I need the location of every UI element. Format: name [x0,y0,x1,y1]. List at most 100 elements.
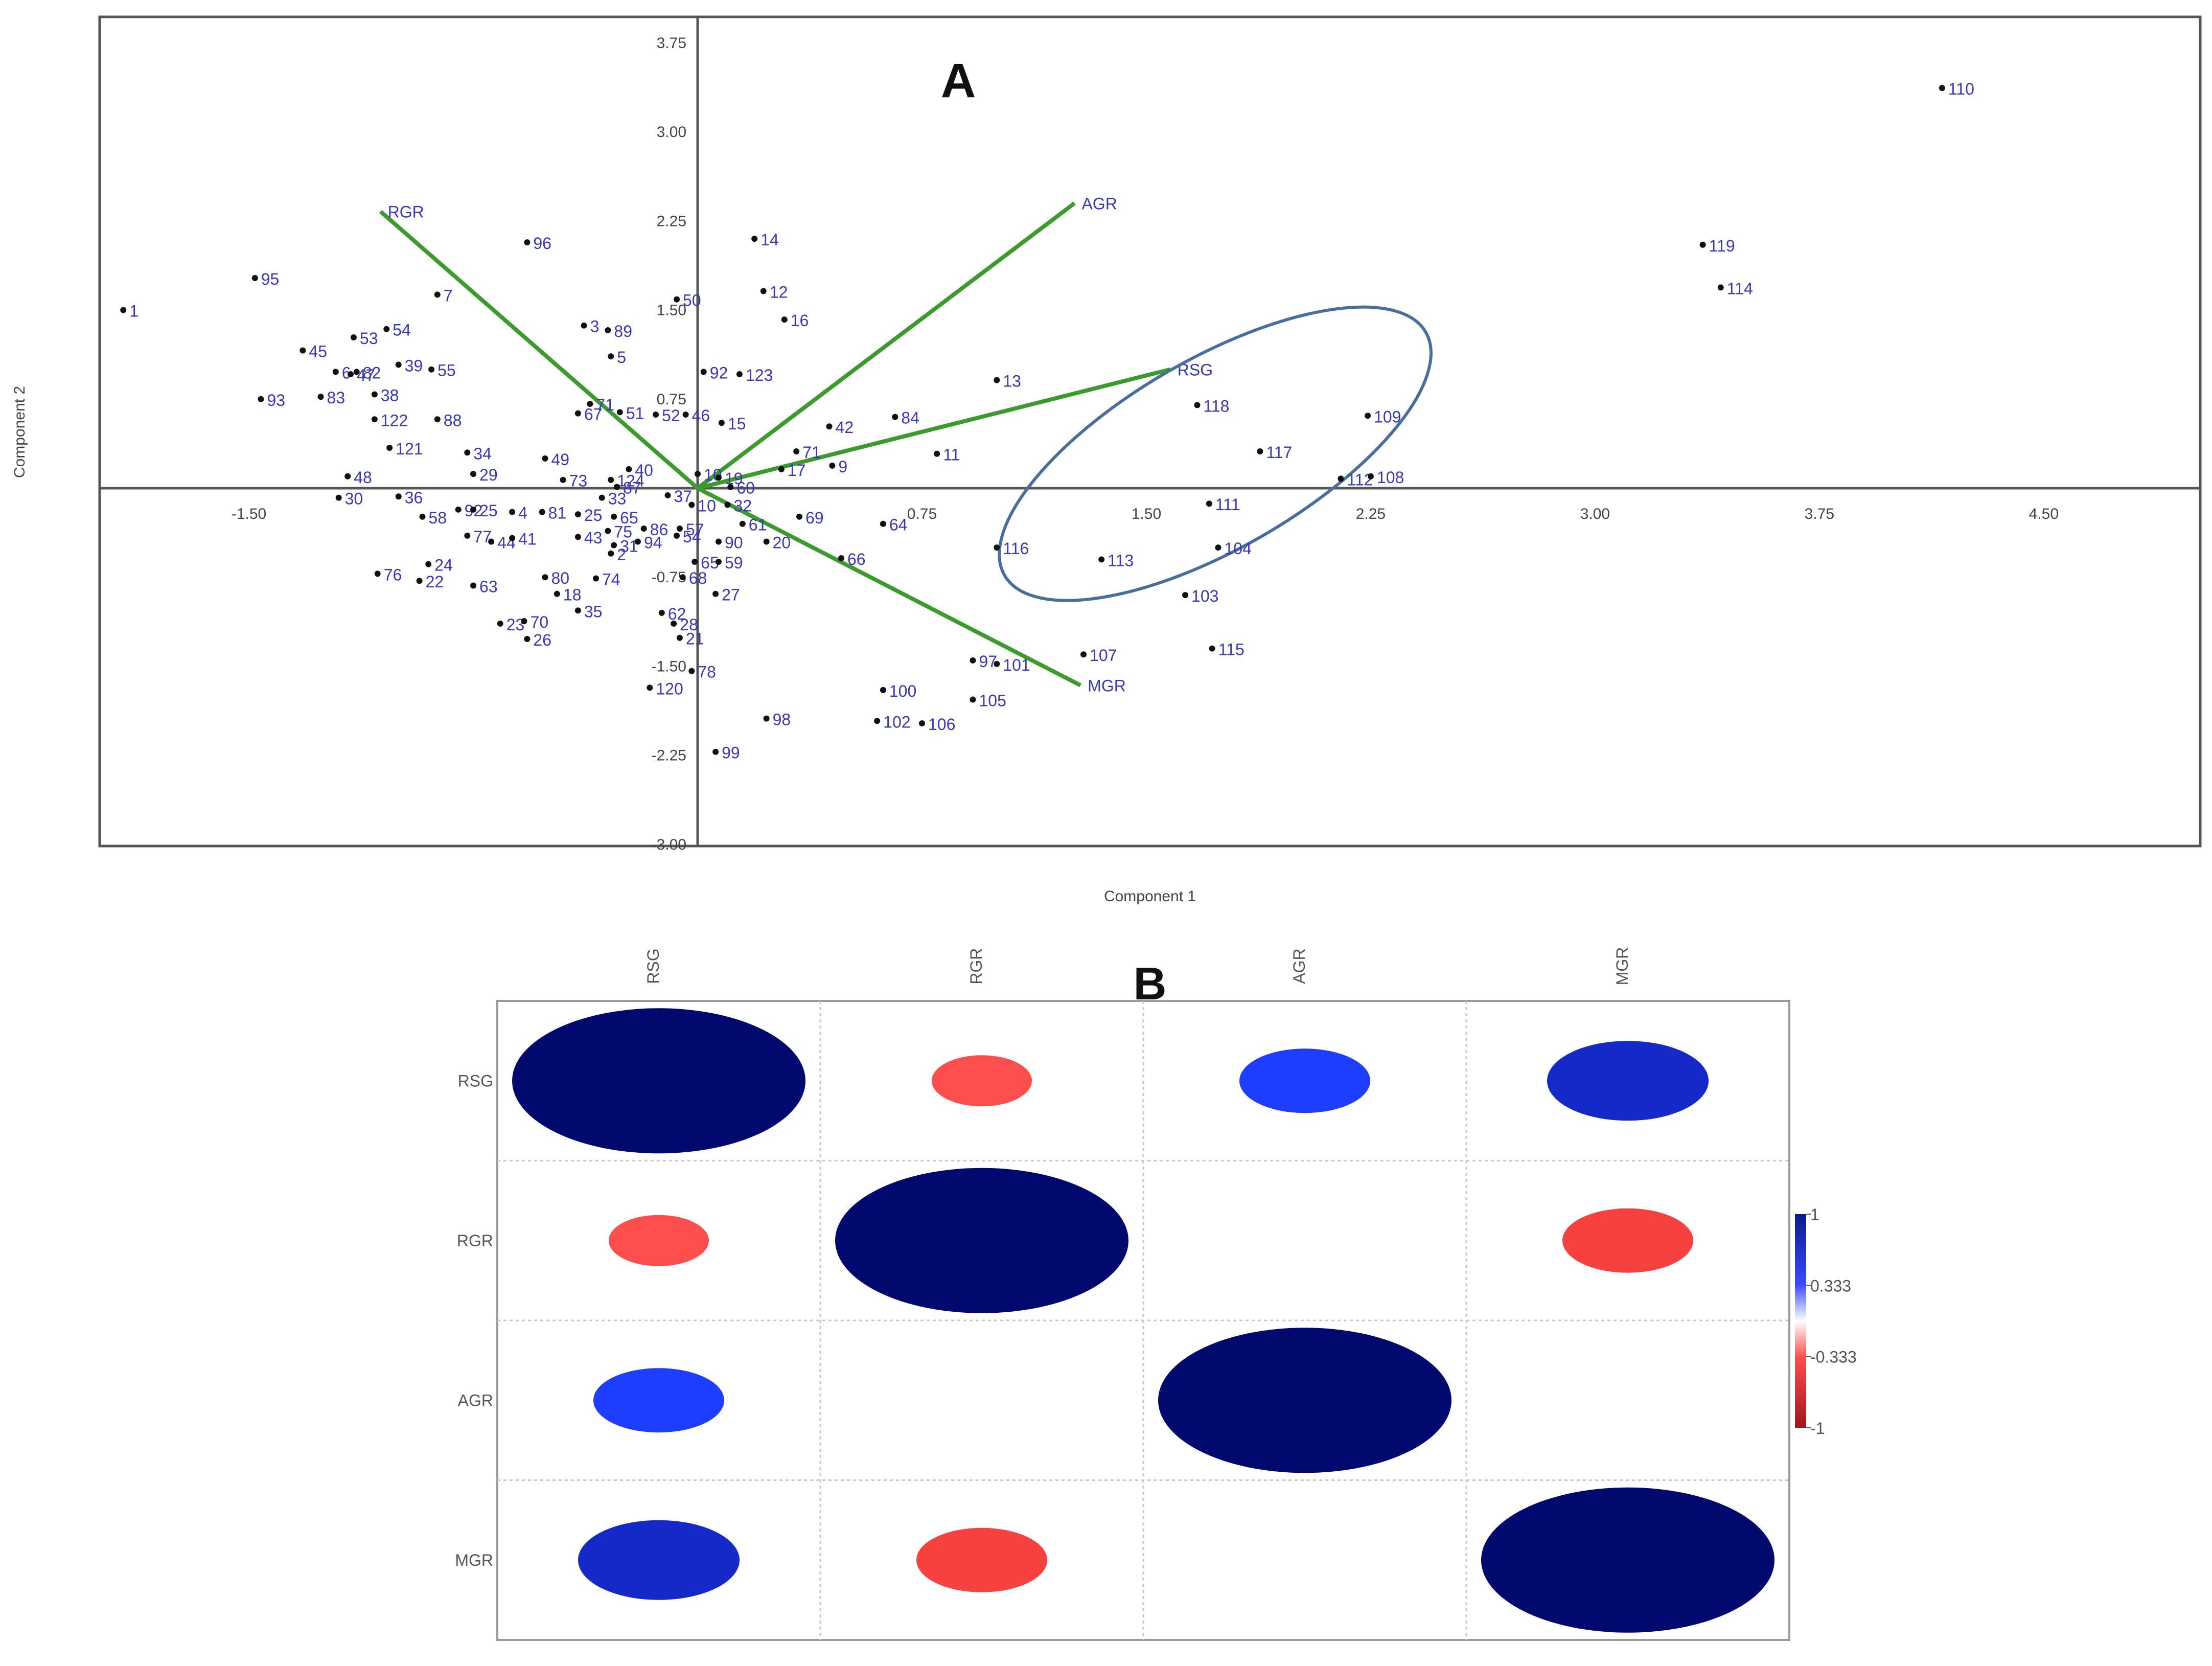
score-point-label: 123 [746,366,773,384]
score-point-label: 13 [1003,372,1021,391]
score-point-label: 61 [749,516,767,534]
matrix-row-label: RSG [458,1071,493,1090]
score-point-label: 84 [901,409,919,427]
score-point [880,520,886,527]
score-point-label: 29 [479,466,498,484]
score-point-label: 120 [656,679,683,698]
score-point-label: 39 [405,356,423,375]
corr-cell-mgr-rsg [578,1520,740,1600]
score-point [488,538,495,545]
score-point [428,366,435,373]
score-point [374,570,381,577]
score-point-label: 21 [686,630,704,648]
score-point-label: 75 [614,523,632,541]
score-point [1098,556,1105,563]
score-point [1939,85,1945,92]
score-point-label: 80 [551,569,569,587]
score-point [395,361,402,368]
score-point [581,322,587,329]
corr-cell-mgr-rgr [916,1527,1047,1592]
y-axis-label: Component 2 [11,386,28,478]
score-point-label: 38 [381,386,399,404]
y-tick-label: -1.50 [652,658,686,675]
score-point-label: 118 [1203,397,1229,415]
cluster-ellipse-group [998,305,1433,602]
score-point-label: 50 [683,291,701,310]
score-point [934,450,940,457]
score-point-label: 3 [590,317,600,336]
score-point-label: 73 [569,472,588,490]
matrix-col-label: AGR [1290,948,1308,984]
score-point-label: 109 [1374,407,1401,426]
y-tick-label: -3.00 [652,836,686,853]
score-point-label: 35 [584,602,603,621]
matrix-labels: RSG RSG RGR RGR AGR AGR MGR MGR [455,947,1631,1569]
score-point-label: 113 [1108,551,1134,569]
score-point [763,538,770,545]
score-point [574,410,581,417]
score-point-label: 15 [728,415,746,433]
score-point [715,538,722,545]
score-point [1182,592,1189,599]
score-point [524,239,531,246]
score-point-label: 98 [773,711,791,729]
corr-cell-rsg-rgr [932,1055,1032,1107]
score-point-label: 33 [608,490,627,508]
score-point [1209,645,1215,652]
x-tick-labels: -1.50 0.75 1.50 2.25 3.00 3.75 4.50 [232,506,2059,522]
score-point [892,414,898,420]
x-tick-label: 1.50 [1132,506,1161,522]
score-point [344,473,351,480]
score-point-label: 41 [518,530,537,549]
score-point [613,484,620,490]
colorbar-ticks: 1 0.333 -0.333 -1 [1806,1205,1857,1437]
score-point-label: 12 [770,283,788,301]
score-point-label: 28 [680,615,698,634]
loading-label-rgr: RGR [388,203,424,221]
score-point-label: 95 [261,270,280,288]
y-tick-labels: 3.753.002.251.500.75-0.75-1.50-2.25-3.00 [652,35,686,853]
score-point-label: 7 [444,286,453,305]
pca-biplot-panel: -1.50 0.75 1.50 2.25 3.00 3.75 4.50 3.75 3.00 2.… [11,15,2202,905]
score-point [608,353,614,360]
x-tick-label: 2.25 [1356,506,1386,522]
score-point [521,618,527,625]
score-point [383,326,390,332]
loading-label-agr: AGR [1081,194,1117,213]
matrix-grid [497,1001,1789,1640]
score-point-label: 17 [788,461,806,480]
score-point-label: 25 [584,506,603,524]
score-point [434,416,441,423]
x-tick-label: 3.00 [1580,506,1610,522]
score-point [258,396,264,402]
score-point-label: 18 [563,586,582,604]
score-point [688,668,695,674]
score-point [658,609,665,616]
score-point-label: 71 [596,396,614,414]
score-point [826,423,833,430]
score-point-label: 64 [889,516,908,534]
score-point [715,474,722,481]
score-point-label: 25 [479,501,498,520]
score-point-label: 112 [1347,470,1373,489]
score-point [1194,402,1201,408]
score-point-label: 37 [674,487,692,506]
score-point-label: 108 [1377,468,1404,487]
score-point-label: 89 [614,322,632,340]
score-point-label: 104 [1224,539,1251,558]
score-point-label: 74 [602,570,620,589]
score-point [647,684,653,691]
score-point [874,718,881,724]
score-point-label: 59 [725,554,743,572]
score-point-label: 66 [847,550,866,568]
score-point [464,532,471,539]
score-point-label: 57 [686,520,704,539]
score-point-label: 103 [1191,587,1218,605]
score-point [712,590,719,597]
score-point-label: 49 [551,450,569,469]
score-point [727,484,734,490]
matrix-col-label: RSG [644,948,662,984]
score-point [1257,448,1263,454]
score-point-label: 119 [1709,237,1735,255]
